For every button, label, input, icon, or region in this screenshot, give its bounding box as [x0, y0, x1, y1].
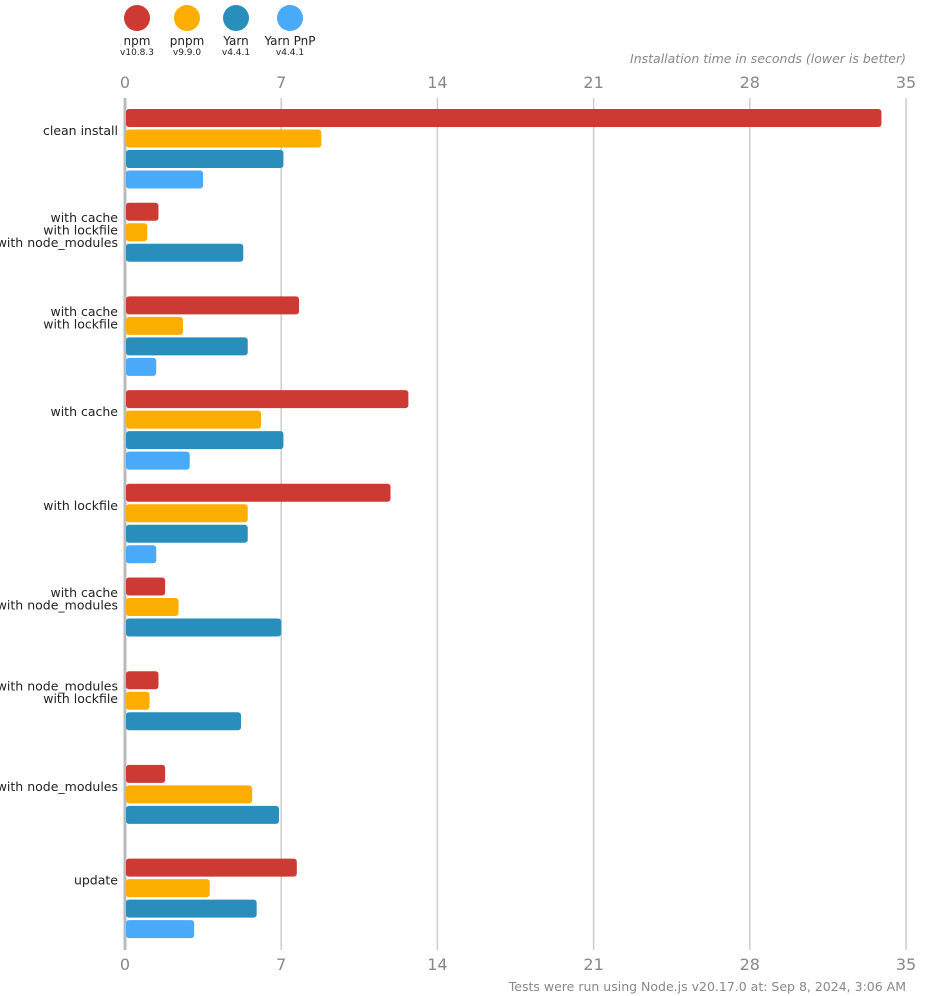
category-label-line: with lockfile: [43, 498, 118, 513]
category-label-line: with lockfile: [43, 691, 118, 706]
category-label-line: with lockfile: [43, 223, 118, 238]
category-label: with lockfile: [43, 498, 118, 513]
x-tick-label-top: 35: [896, 73, 916, 92]
category-label-line: with node_modules: [0, 598, 118, 613]
bar-pnpm: [126, 410, 262, 429]
bar-pnpm: [126, 129, 322, 148]
category-label-line: with cache: [50, 210, 118, 225]
bar-yarn-pnp: [126, 545, 157, 564]
legend-swatch: [277, 5, 303, 31]
x-tick-label-top: 21: [583, 73, 603, 92]
legend-label: npm: [123, 34, 151, 48]
bar-yarn: [126, 337, 248, 356]
legend-item: Yarn v4.4.1: [212, 5, 260, 59]
legend-swatch: [223, 5, 249, 31]
bar-pnpm: [126, 504, 248, 523]
category-label: with node_modules with lockfile: [0, 679, 118, 707]
legend-item: Yarn PnP v4.4.1: [260, 5, 320, 59]
bar-pnpm: [126, 691, 150, 710]
category-label-line: clean install: [43, 123, 118, 138]
category-label-line: with lockfile: [43, 316, 118, 331]
bar-npm: [126, 671, 159, 690]
legend-swatch: [124, 5, 150, 31]
bar-yarn: [126, 712, 242, 731]
bar-npm: [126, 577, 166, 596]
legend-label: Yarn: [223, 34, 249, 48]
bar-yarn: [126, 431, 284, 450]
bar-npm: [126, 483, 391, 502]
legend: npm v10.8.3 pnpm v9.9.0 Yarn v4.4.1 Yarn PnP v4…: [112, 5, 320, 59]
legend-swatch: [174, 5, 200, 31]
x-tick-label-bottom: 21: [583, 955, 603, 974]
footer-note: Tests were run using Node.js v20.17.0 at…: [508, 979, 906, 994]
bar-yarn: [126, 524, 248, 543]
category-label: with cache with node_modules: [0, 585, 118, 613]
category-label-line: with cache: [50, 585, 118, 600]
legend-version: v9.9.0: [172, 48, 202, 58]
bar-yarn: [126, 805, 279, 824]
bar-yarn: [126, 243, 244, 262]
legend-version: v10.8.3: [120, 48, 154, 58]
bar-pnpm: [126, 879, 210, 898]
category-label-line: update: [74, 873, 118, 888]
x-tick-label-bottom: 0: [120, 955, 130, 974]
category-label-line: with cache: [50, 404, 118, 419]
category-label: with cache: [50, 404, 118, 419]
bar-npm: [126, 109, 882, 127]
legend-label: Yarn PnP: [264, 34, 316, 48]
legend-item: pnpm v9.9.0: [162, 5, 212, 59]
bar-pnpm: [126, 316, 184, 335]
bar-pnpm: [126, 598, 179, 616]
category-label-line: with node_modules: [0, 779, 118, 794]
bar-npm: [126, 390, 409, 409]
x-tick-label-bottom: 7: [276, 955, 286, 974]
bar-yarn-pnp: [126, 357, 157, 376]
category-label: update: [74, 873, 118, 888]
x-tick-label-top: 0: [120, 73, 130, 92]
x-tick-label-bottom: 14: [427, 955, 447, 974]
category-label: clean install: [43, 123, 118, 138]
x-tick-label-top: 28: [740, 73, 760, 92]
bar-pnpm: [126, 785, 253, 804]
category-label-line: with node_modules: [0, 235, 118, 250]
x-tick-label-top: 14: [427, 73, 447, 92]
legend-version: v4.4.1: [275, 48, 305, 58]
legend-version: v4.4.1: [221, 48, 251, 58]
category-label: with cache with lockfile with node_modules: [0, 210, 118, 250]
category-label-line: with cache: [50, 304, 118, 319]
legend-item: npm v10.8.3: [112, 5, 162, 59]
bar-yarn-pnp: [126, 451, 190, 470]
bar-npm: [126, 764, 166, 783]
x-tick-label-bottom: 35: [896, 955, 916, 974]
x-tick-label-bottom: 28: [740, 955, 760, 974]
legend-label: pnpm: [169, 34, 205, 48]
bar-pnpm: [126, 223, 148, 242]
bar-yarn: [126, 150, 284, 168]
bar-yarn-pnp: [126, 170, 204, 189]
x-tick-label-top: 7: [276, 73, 286, 92]
bar-npm: [126, 202, 159, 221]
bar-npm: [126, 296, 300, 315]
category-label-line: with node_modules: [0, 679, 118, 694]
bar-yarn: [126, 899, 257, 918]
bar-yarn: [126, 618, 282, 637]
category-label: with node_modules: [0, 779, 118, 794]
category-label: with cache with lockfile: [43, 304, 118, 332]
axis-title: Installation time in seconds (lower is b…: [630, 51, 906, 66]
bar-yarn-pnp: [126, 920, 195, 939]
bar-npm: [126, 858, 297, 877]
